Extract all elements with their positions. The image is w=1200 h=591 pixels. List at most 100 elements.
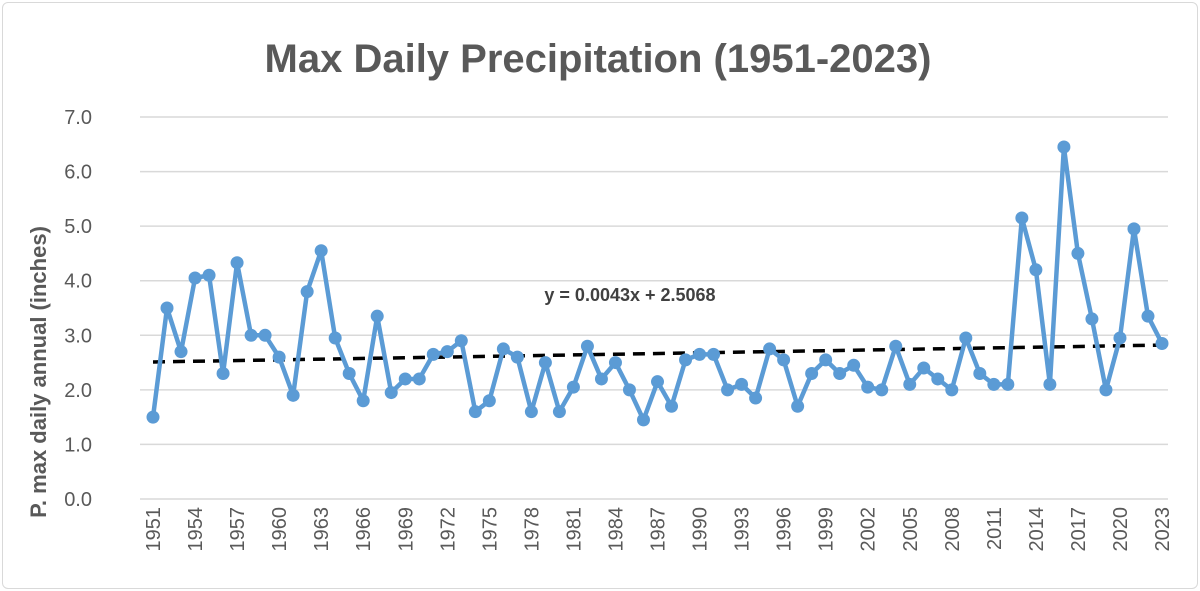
data-point [1085, 312, 1099, 326]
data-point [524, 405, 538, 419]
x-tick-label: 1972 [437, 507, 459, 552]
data-point [749, 391, 763, 405]
y-tick-label: 0.0 [64, 489, 92, 511]
x-tick-label: 1984 [605, 507, 627, 552]
data-point [160, 301, 174, 315]
data-point [468, 405, 482, 419]
data-point [146, 410, 160, 424]
data-point [721, 383, 735, 397]
trendline-equation: y = 0.0043x + 2.5068 [544, 285, 715, 305]
data-point [510, 350, 524, 364]
x-tick-label: 1993 [732, 507, 754, 552]
x-tick-label: 2014 [1026, 507, 1048, 552]
data-point [272, 350, 286, 364]
data-point [566, 380, 580, 394]
data-point [216, 366, 230, 380]
data-point [931, 372, 945, 386]
x-tick-label: 1951 [143, 507, 165, 552]
y-tick-label: 1.0 [64, 434, 92, 456]
data-point [805, 366, 819, 380]
data-point [188, 271, 202, 285]
data-point [819, 353, 833, 367]
data-point [202, 268, 216, 282]
data-point [538, 356, 552, 370]
data-point [594, 372, 608, 386]
data-point [1155, 336, 1169, 350]
data-point [763, 342, 777, 356]
data-point [608, 356, 622, 370]
data-point [1029, 263, 1043, 277]
y-tick-label: 4.0 [64, 271, 92, 293]
x-tick-label: 1981 [563, 507, 585, 552]
data-point [875, 383, 889, 397]
data-point [636, 413, 650, 427]
x-tick-label: 1978 [521, 507, 543, 552]
chart-title: Max Daily Precipitation (1951-2023) [265, 37, 932, 81]
data-point [440, 345, 454, 359]
data-point [342, 366, 356, 380]
y-axis-label: P. max daily annual (inches) [26, 226, 51, 518]
data-point [693, 347, 707, 361]
data-point [1001, 377, 1015, 391]
data-point [959, 331, 973, 345]
data-point [833, 366, 847, 380]
data-point [791, 399, 805, 413]
data-point [244, 328, 258, 342]
data-point [174, 345, 188, 359]
data-point [665, 399, 679, 413]
trendline [152, 343, 1163, 364]
x-tick-label: 1957 [227, 507, 249, 552]
x-tick-label: 1996 [774, 507, 796, 552]
data-point [707, 347, 721, 361]
x-tick-label: 1990 [690, 507, 712, 552]
data-point [412, 372, 426, 386]
y-tick-label: 7.0 [64, 107, 92, 129]
data-point [777, 353, 791, 367]
data-point [370, 309, 384, 323]
data-point [622, 383, 636, 397]
x-tick-label: 1954 [185, 507, 207, 552]
data-point [1141, 309, 1155, 323]
x-tick-label: 2020 [1110, 507, 1132, 552]
data-point [889, 339, 903, 353]
x-tick-label: 1960 [269, 507, 291, 552]
data-point [861, 380, 875, 394]
data-point [1043, 377, 1057, 391]
x-tick-label: 2023 [1152, 507, 1174, 552]
x-tick-label: 2017 [1068, 507, 1090, 552]
data-point [454, 334, 468, 348]
x-tick-label: 2008 [942, 507, 964, 552]
x-tick-label: 1963 [311, 507, 333, 552]
data-point [230, 256, 244, 270]
data-point [679, 353, 693, 367]
x-tick-label: 2011 [984, 507, 1006, 550]
data-point [1071, 246, 1085, 260]
x-tick-label: 2005 [900, 507, 922, 552]
data-point [258, 328, 272, 342]
x-tick-label: 2002 [858, 507, 880, 552]
data-point [1113, 331, 1127, 345]
x-tick-label: 1969 [395, 507, 417, 552]
data-point [903, 377, 917, 391]
data-point [651, 375, 664, 389]
data-point [847, 358, 861, 372]
data-point [1057, 140, 1071, 154]
x-tick-label: 1975 [479, 507, 501, 552]
data-point [973, 366, 987, 380]
data-point [580, 339, 594, 353]
data-point [552, 405, 566, 419]
x-tick-label: 1987 [648, 507, 670, 552]
data-point [426, 347, 440, 361]
data-point [314, 244, 328, 258]
data-point [398, 372, 412, 386]
data-point [286, 388, 300, 402]
y-tick-label: 5.0 [64, 216, 92, 238]
data-point [917, 361, 931, 375]
data-point [1127, 222, 1141, 236]
data-point [1099, 383, 1113, 397]
data-point [1015, 211, 1029, 225]
y-tick-label: 3.0 [64, 325, 92, 347]
data-point [384, 386, 398, 400]
